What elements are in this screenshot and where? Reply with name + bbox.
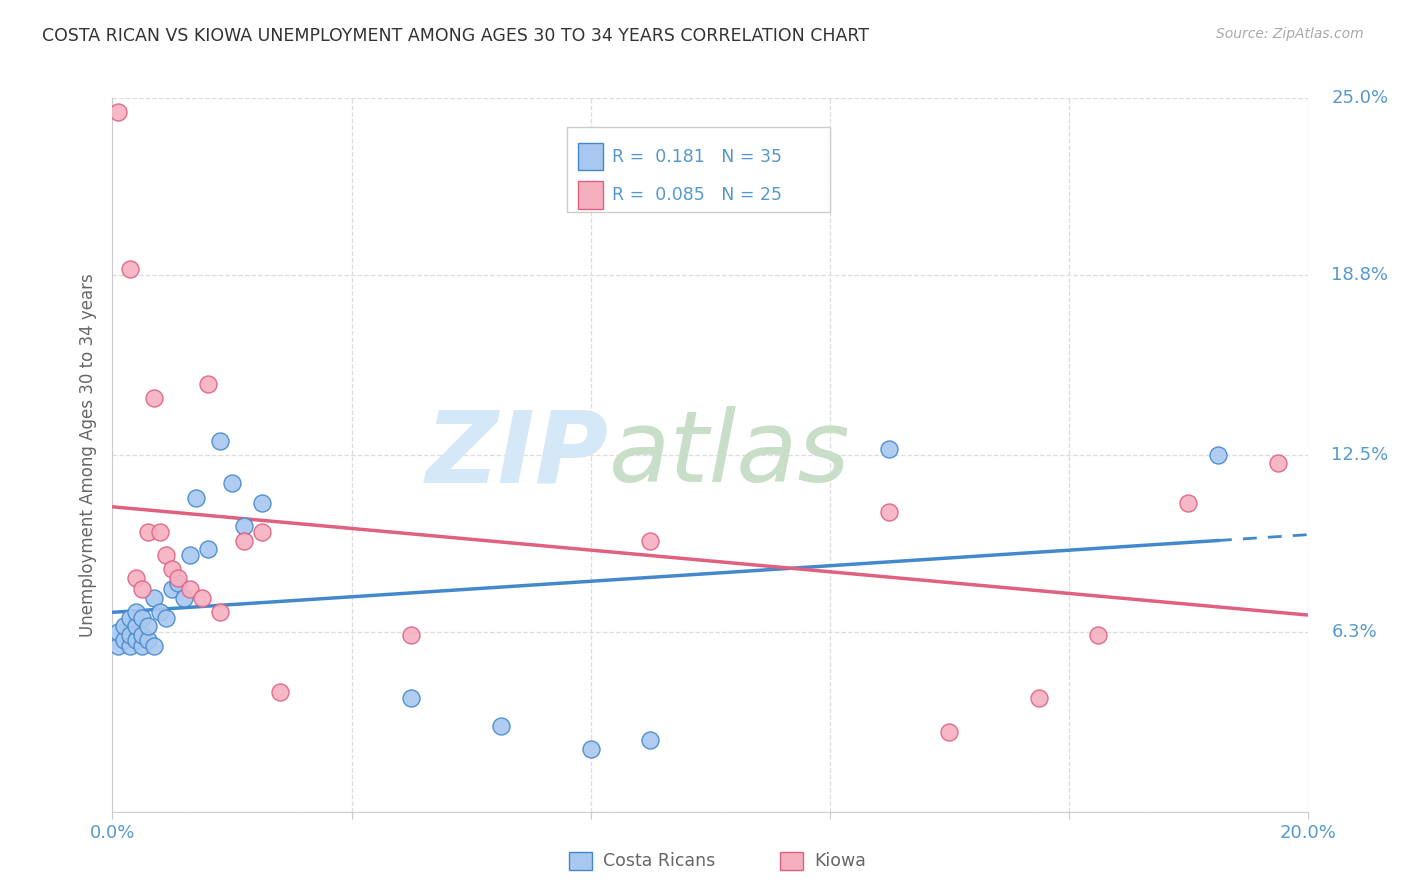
Point — [401, 690, 423, 705]
Point — [250, 524, 273, 539]
Point — [149, 524, 172, 539]
Text: atlas: atlas — [609, 407, 851, 503]
Text: R =  0.085   N = 25: R = 0.085 N = 25 — [612, 186, 782, 204]
Point — [489, 719, 512, 733]
Point — [125, 571, 148, 585]
Point — [186, 491, 208, 505]
Point — [197, 376, 219, 391]
Point — [1028, 690, 1050, 705]
Point — [143, 639, 166, 653]
Point — [232, 533, 256, 548]
Point — [162, 582, 183, 596]
Point — [125, 619, 148, 633]
Point — [155, 610, 177, 624]
Text: COSTA RICAN VS KIOWA UNEMPLOYMENT AMONG AGES 30 TO 34 YEARS CORRELATION CHART: COSTA RICAN VS KIOWA UNEMPLOYMENT AMONG … — [42, 27, 869, 45]
Point — [162, 562, 183, 576]
Text: 18.8%: 18.8% — [1331, 266, 1389, 284]
Point — [143, 591, 166, 605]
Point — [208, 434, 231, 448]
Point — [250, 496, 273, 510]
Y-axis label: Unemployment Among Ages 30 to 34 years: Unemployment Among Ages 30 to 34 years — [79, 273, 97, 637]
Point — [167, 571, 190, 585]
Point — [638, 733, 662, 747]
Point — [232, 519, 256, 533]
Point — [638, 533, 662, 548]
Point — [1177, 496, 1199, 510]
Point — [179, 548, 201, 562]
Point — [579, 742, 602, 756]
Point — [114, 619, 135, 633]
Point — [167, 576, 190, 591]
Point — [179, 582, 201, 596]
Point — [120, 639, 142, 653]
Point — [155, 548, 177, 562]
Point — [269, 685, 291, 699]
Point — [401, 628, 423, 642]
Point — [107, 624, 129, 639]
Point — [107, 105, 129, 120]
Text: ZIP: ZIP — [426, 407, 609, 503]
Point — [877, 505, 901, 519]
Point — [938, 724, 960, 739]
Point — [131, 639, 153, 653]
Point — [208, 605, 231, 619]
Point — [1087, 628, 1109, 642]
Text: 25.0%: 25.0% — [1331, 89, 1389, 107]
Point — [131, 582, 153, 596]
Text: Costa Ricans: Costa Ricans — [603, 852, 716, 870]
Text: Kiowa: Kiowa — [814, 852, 866, 870]
Point — [107, 639, 129, 653]
Point — [125, 605, 148, 619]
Point — [1206, 448, 1229, 462]
Text: Source: ZipAtlas.com: Source: ZipAtlas.com — [1216, 27, 1364, 41]
Point — [138, 633, 160, 648]
Point — [1267, 457, 1289, 471]
Point — [149, 605, 172, 619]
Point — [143, 391, 166, 405]
Point — [173, 591, 195, 605]
Point — [131, 610, 153, 624]
Point — [114, 633, 135, 648]
Point — [138, 619, 160, 633]
Point — [197, 542, 219, 557]
Text: R =  0.181   N = 35: R = 0.181 N = 35 — [612, 148, 782, 166]
Point — [131, 628, 153, 642]
Point — [221, 476, 243, 491]
Point — [120, 262, 142, 277]
Text: 12.5%: 12.5% — [1331, 446, 1389, 464]
Text: 6.3%: 6.3% — [1331, 623, 1378, 640]
Point — [120, 628, 142, 642]
Point — [191, 591, 214, 605]
Point — [138, 524, 160, 539]
Point — [120, 610, 142, 624]
Point — [877, 442, 901, 457]
Point — [125, 633, 148, 648]
